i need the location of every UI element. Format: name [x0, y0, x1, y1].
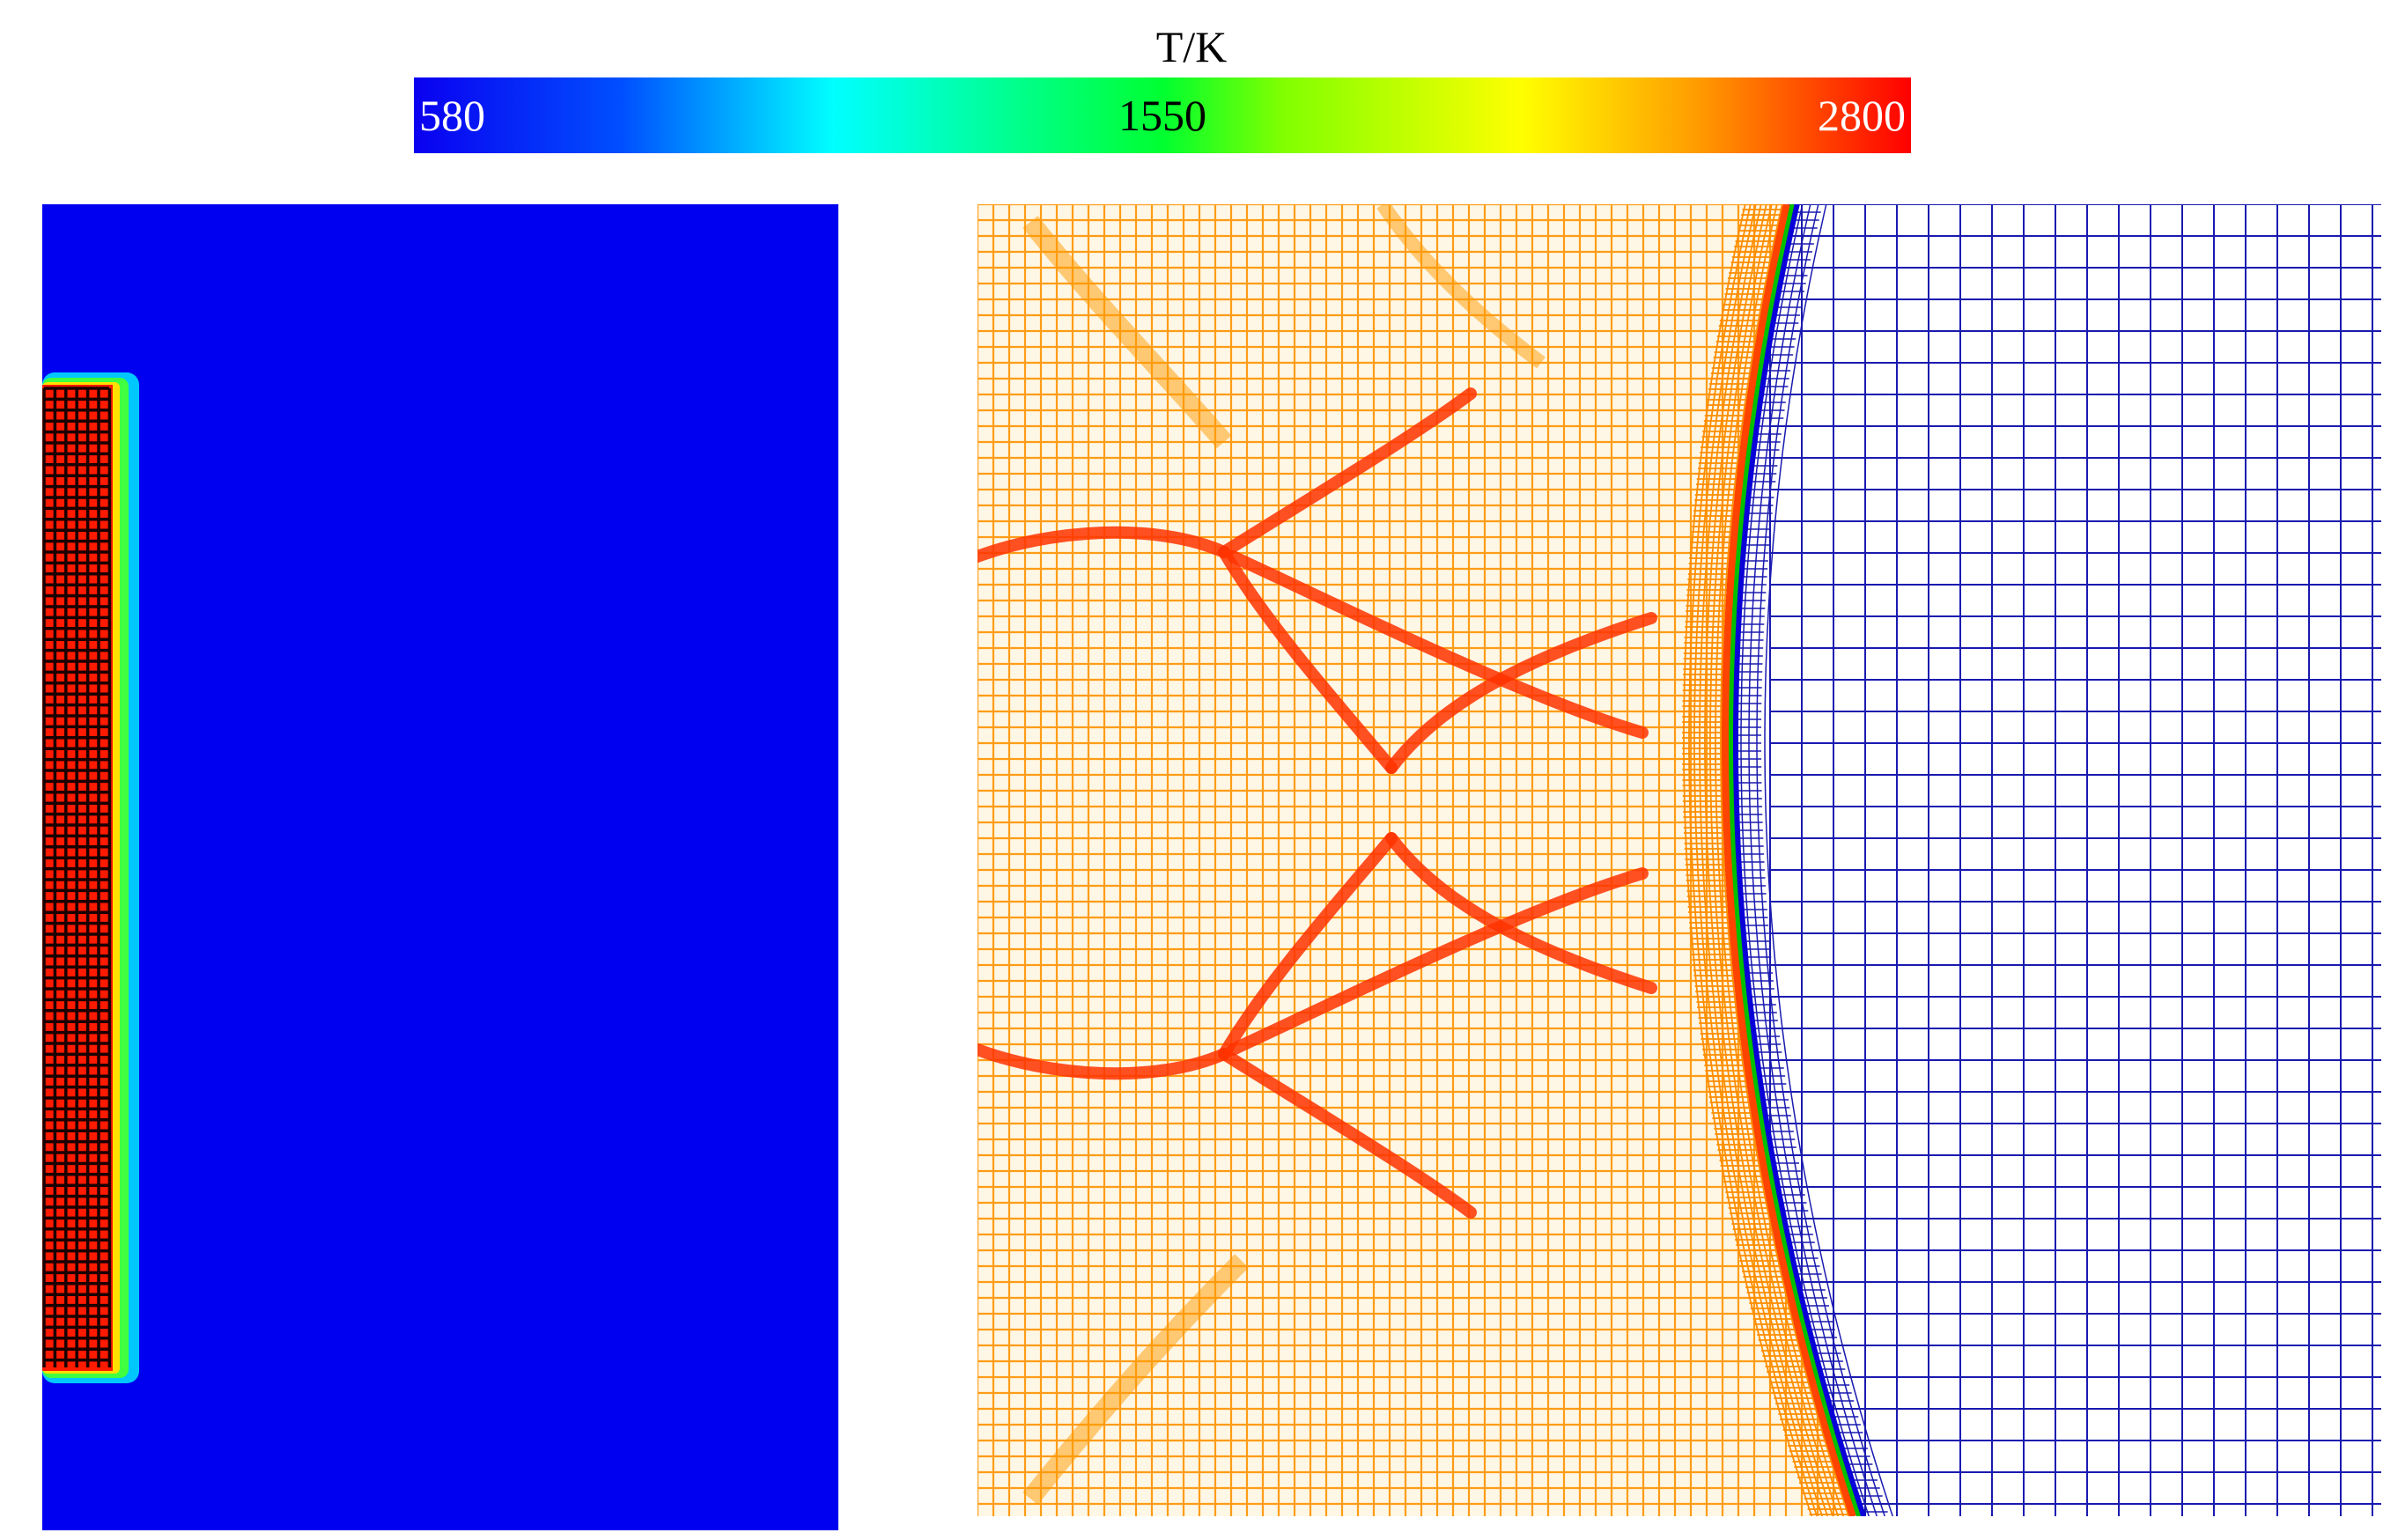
- transverse-wave-2: [978, 1043, 1230, 1080]
- detonation-mesh-plot: [978, 204, 2381, 1516]
- unburnt-background: [42, 204, 838, 1530]
- transverse-wave-6: [1218, 832, 1398, 1060]
- burnt-mesh: [978, 204, 1855, 1516]
- initial-field-plot: [42, 204, 838, 1530]
- faint-bands: [1022, 204, 1546, 1505]
- colorbar-gradient: [414, 77, 1911, 153]
- burnt-region: [978, 204, 1855, 1516]
- colorbar-min-label: 580: [419, 91, 485, 140]
- leading-shock: [1733, 204, 1867, 1516]
- colorbar-title: T/K: [1155, 22, 1228, 71]
- colorbar-mid-label: 1550: [1118, 91, 1206, 140]
- front-gradient: [1729, 204, 1863, 1516]
- unburnt-coarse-mesh: [1769, 204, 2381, 1516]
- temperature-colorbar: 580 1550 2800: [414, 77, 1911, 153]
- transverse-wave-3: [1218, 387, 1477, 558]
- transverse-wave-4: [1218, 1048, 1477, 1219]
- initial-temperature-field: [42, 204, 838, 1530]
- transverse-waves: [978, 387, 1657, 1219]
- hot-strip-mesh: [42, 387, 112, 1367]
- colorbar-max-label: 2800: [1818, 91, 1906, 140]
- reaction-zone: [1722, 204, 1858, 1516]
- detonation-front-field: [978, 204, 2381, 1516]
- transverse-wave-1: [978, 526, 1230, 563]
- transverse-wave-10: [1227, 867, 1649, 1056]
- front-refined-mesh: [1682, 204, 1854, 1516]
- transverse-wave-5: [1218, 546, 1398, 774]
- unburnt-refined-mesh: [1726, 204, 1893, 1516]
- transverse-wave-9: [1227, 550, 1649, 739]
